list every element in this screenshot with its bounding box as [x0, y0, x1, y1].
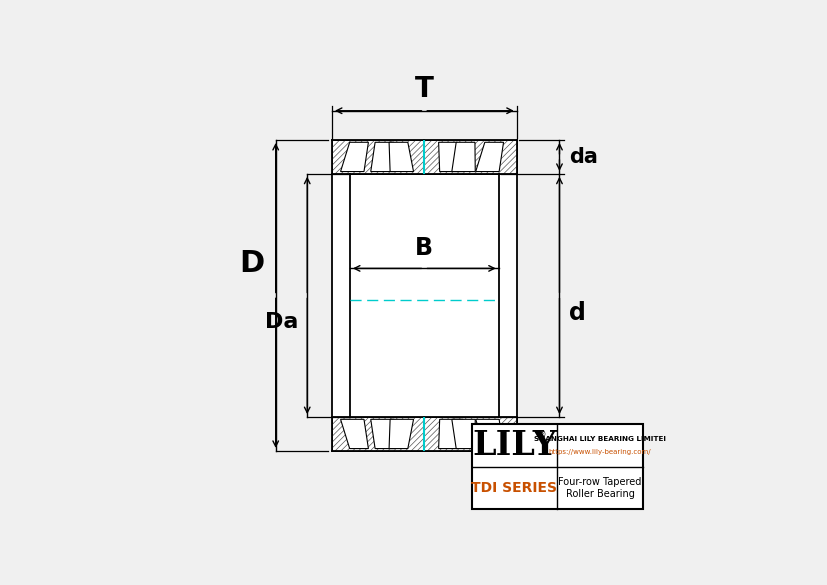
Text: TDI SERIES: TDI SERIES — [471, 481, 557, 495]
Text: D: D — [239, 249, 264, 278]
Bar — [350, 174, 498, 417]
Text: B: B — [415, 236, 433, 260]
Polygon shape — [389, 142, 413, 171]
Text: SHANGHAI LILY BEARING LIMITEI: SHANGHAI LILY BEARING LIMITEI — [533, 436, 665, 442]
Text: https://www.lily-bearing.com/: https://www.lily-bearing.com/ — [548, 449, 651, 455]
Polygon shape — [438, 419, 462, 449]
Polygon shape — [340, 419, 368, 449]
Bar — [332, 140, 424, 174]
Bar — [471, 424, 642, 510]
Text: Four-row Tapered: Four-row Tapered — [557, 477, 641, 487]
Bar — [332, 140, 516, 451]
Polygon shape — [476, 142, 503, 171]
Text: da: da — [569, 147, 598, 167]
Text: T: T — [414, 75, 433, 102]
Text: Da: Da — [265, 312, 298, 332]
Bar — [423, 417, 516, 451]
Bar — [332, 417, 424, 451]
Bar — [423, 140, 516, 174]
Polygon shape — [389, 419, 413, 449]
Polygon shape — [370, 419, 394, 449]
Polygon shape — [370, 142, 394, 171]
Text: LILY: LILY — [471, 429, 556, 462]
Text: d: d — [569, 301, 586, 325]
Text: ®: ® — [537, 431, 546, 441]
Polygon shape — [476, 419, 503, 449]
Polygon shape — [452, 142, 475, 171]
Polygon shape — [438, 142, 462, 171]
Text: Roller Bearing: Roller Bearing — [565, 489, 633, 499]
Polygon shape — [452, 419, 475, 449]
Polygon shape — [340, 142, 368, 171]
